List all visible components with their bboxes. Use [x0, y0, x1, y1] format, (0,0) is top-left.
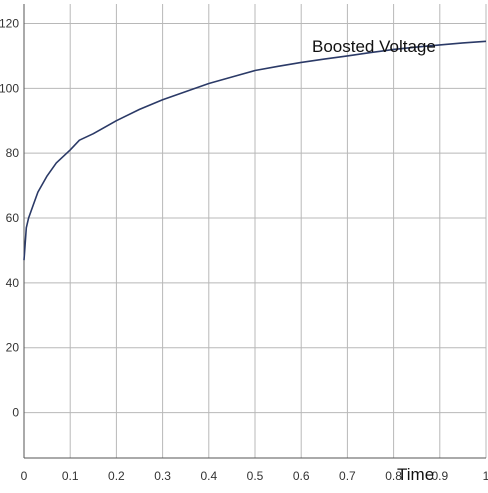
- x-tick-label: 0.8: [385, 469, 402, 483]
- axes: [23, 4, 486, 459]
- y-tick-label: 60: [6, 211, 20, 225]
- grid-lines: [23, 4, 487, 458]
- x-axis-label: Time: [397, 465, 434, 484]
- y-tick-label: 80: [6, 146, 20, 160]
- y-tick-label: 100: [0, 81, 19, 95]
- x-tick-label: 0.3: [154, 469, 171, 483]
- x-tick-label: 0.2: [108, 469, 125, 483]
- y-tick-label: 20: [6, 341, 20, 355]
- series-group: [23, 40, 487, 261]
- y-tick-label: 120: [0, 16, 19, 30]
- x-tick-label: 0: [21, 469, 28, 483]
- x-tick-label: 0.4: [200, 469, 217, 483]
- x-tick-label: 1: [483, 469, 488, 483]
- x-tick-label: 0.7: [339, 469, 356, 483]
- series-line: [23, 40, 487, 261]
- x-tick-label: 0.9: [431, 469, 448, 483]
- y-tick-labels: 0 20 40 60 80 100 120: [0, 16, 19, 419]
- y-tick-label: 0: [12, 406, 19, 420]
- x-tick-labels: 0 0.1 0.2 0.3 0.4 0.5 0.6 0.7 0.8 0.9 1: [21, 469, 488, 483]
- y-tick-label: 40: [6, 276, 20, 290]
- x-tick-label: 0.5: [247, 469, 264, 483]
- annotation-label: Boosted Voltage: [312, 37, 436, 56]
- x-tick-label: 0.1: [62, 469, 79, 483]
- x-tick-label: 0.6: [293, 469, 310, 483]
